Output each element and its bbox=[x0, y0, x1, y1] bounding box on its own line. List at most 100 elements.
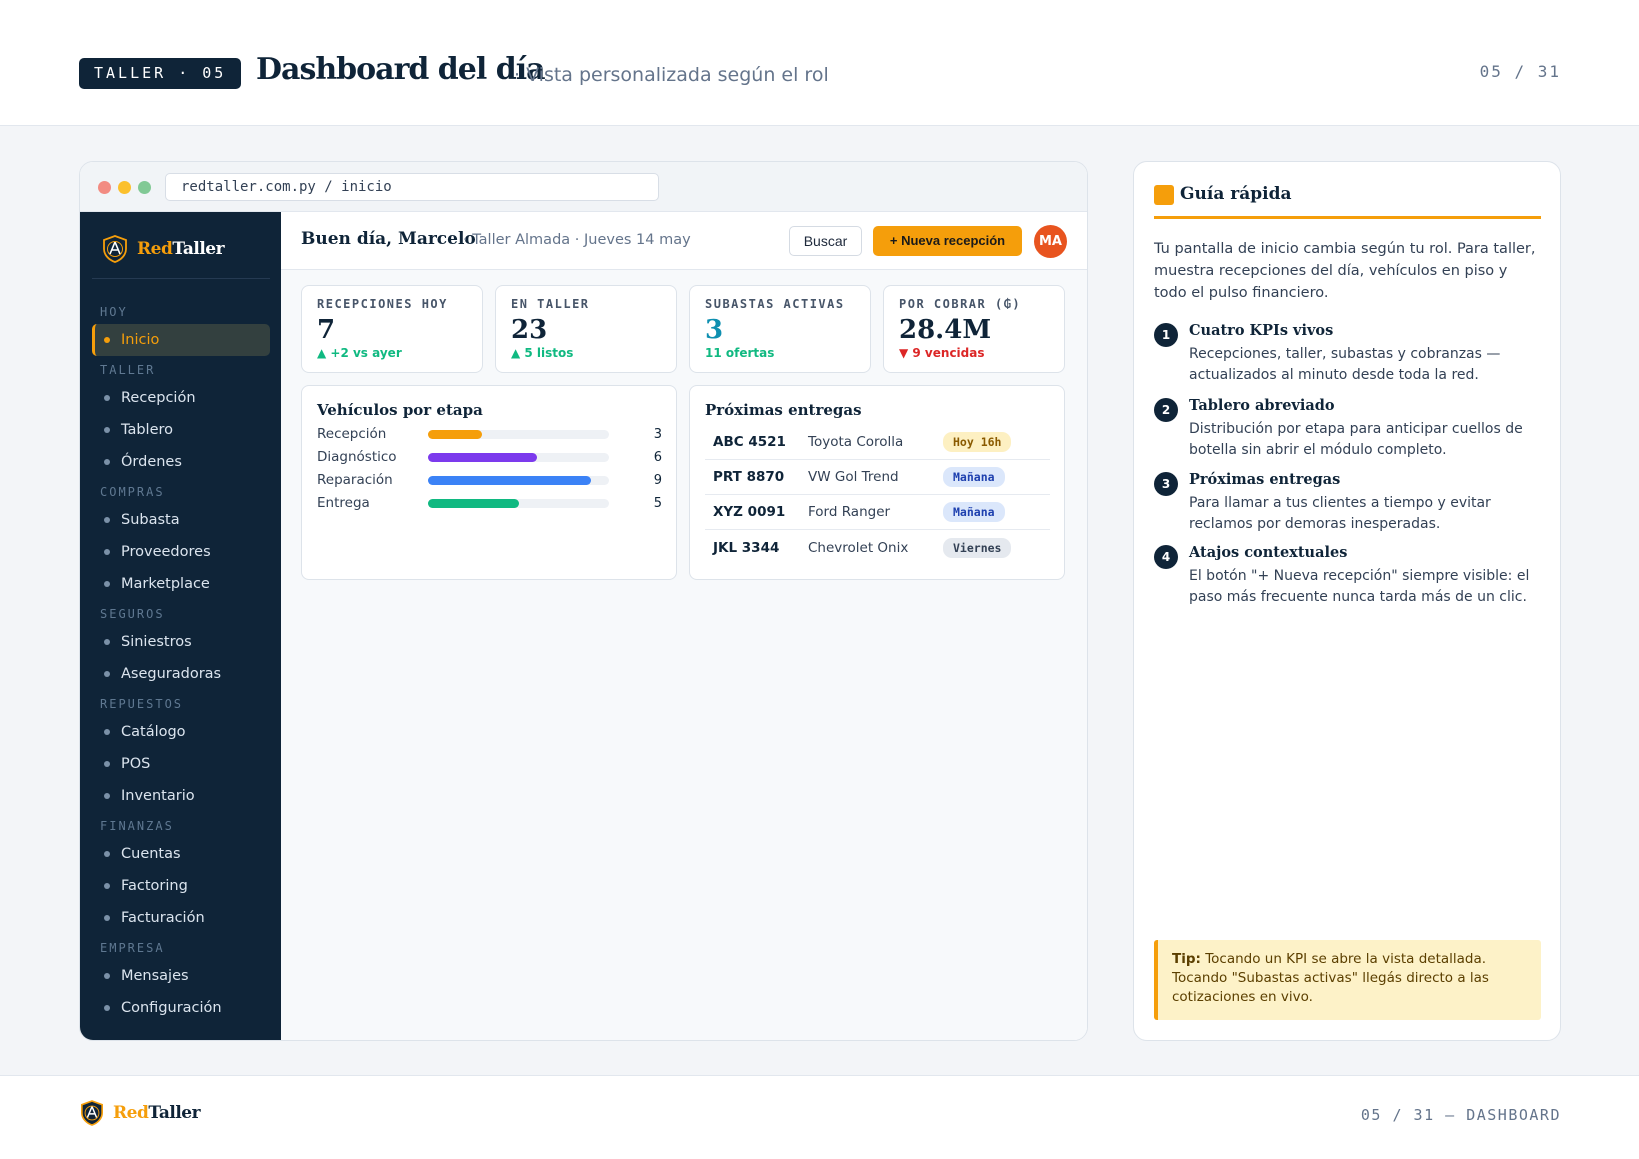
kpi-label: EN TALLER bbox=[511, 297, 590, 311]
close-window-dot-icon[interactable] bbox=[98, 181, 111, 194]
stage-count: 6 bbox=[653, 449, 662, 465]
stages-panel: Vehículos por etapa Recepción 3 Diagnóstic… bbox=[301, 385, 677, 580]
sidebar-item[interactable]: Catálogo bbox=[92, 716, 270, 748]
footer-brand-name: RedTaller bbox=[113, 1103, 201, 1123]
delivery-row[interactable]: PRT 8870 VW Gol Trend Mañana bbox=[705, 460, 1050, 495]
stage-bar bbox=[428, 475, 591, 485]
page-counter: 05 / 31 bbox=[1479, 62, 1561, 81]
nav-group-label: SEGUROS bbox=[100, 607, 165, 621]
sidebar-item-label: Siniestros bbox=[121, 634, 192, 650]
sidebar-nav: HOY Inicio TALLER Recepción Tablero Órdenes CO… bbox=[92, 298, 270, 1024]
kpi-card[interactable]: RECEPCIONES HOY 7 ▲ +2 vs ayer bbox=[301, 285, 483, 373]
nav-group-label: COMPRAS bbox=[100, 485, 165, 499]
step-body: Para llamar a tus clientes a tiempo y ev… bbox=[1189, 495, 1491, 532]
user-avatar[interactable]: MA bbox=[1034, 225, 1067, 258]
nav-group-label: EMPRESA bbox=[100, 941, 165, 955]
vehicle-model: Ford Ranger bbox=[808, 504, 891, 520]
kpi-card[interactable]: EN TALLER 23 ▲ 5 listos bbox=[495, 285, 677, 373]
stage-label: Recepción bbox=[317, 426, 387, 442]
guide-header: Guía rápida bbox=[1154, 182, 1541, 219]
delivery-row[interactable]: XYZ 0091 Ford Ranger Mañana bbox=[705, 495, 1050, 530]
sidebar-item[interactable]: Marketplace bbox=[92, 568, 270, 600]
delivery-row[interactable]: ABC 4521 Toyota Corolla Hoy 16h bbox=[705, 425, 1050, 460]
sidebar-item-label: Inventario bbox=[121, 788, 195, 804]
maximize-window-dot-icon[interactable] bbox=[138, 181, 151, 194]
sidebar-item-label: Tablero bbox=[121, 422, 174, 438]
delivery-time-badge: Mañana bbox=[943, 502, 1005, 522]
tip-label: Tip: bbox=[1172, 951, 1201, 967]
sidebar-item-label: Proveedores bbox=[121, 544, 211, 560]
stage-bar bbox=[428, 452, 537, 462]
kpi-value: 23 bbox=[511, 315, 548, 345]
delivery-row[interactable]: JKL 3344 Chevrolet Onix Viernes bbox=[705, 530, 1050, 565]
delivery-time-badge: Mañana bbox=[943, 467, 1005, 487]
sidebar-item[interactable]: Subasta bbox=[92, 504, 270, 536]
sidebar-item[interactable]: Siniestros bbox=[92, 626, 270, 658]
sidebar-item[interactable]: POS bbox=[92, 748, 270, 780]
sidebar-item[interactable]: Cuentas bbox=[92, 838, 270, 870]
step-body: Distribución por etapa para anticipar cu… bbox=[1189, 421, 1523, 458]
kpi-card[interactable]: SUBASTAS ACTIVAS 3 11 ofertas bbox=[689, 285, 871, 373]
app-logo[interactable]: RedTaller bbox=[102, 234, 225, 264]
kpi-row: RECEPCIONES HOY 7 ▲ +2 vs ayer EN TALLER 23 ▲… bbox=[301, 285, 1065, 373]
divider bbox=[92, 278, 270, 279]
stage-bar-track bbox=[428, 498, 609, 508]
guide-title: Guía rápida bbox=[1180, 184, 1292, 204]
stage-bar-track bbox=[428, 475, 609, 485]
stage-count: 9 bbox=[653, 472, 662, 488]
bullet-dot-icon bbox=[104, 581, 110, 587]
stage-label: Diagnóstico bbox=[317, 449, 397, 465]
sidebar-item-label: Cuentas bbox=[121, 846, 181, 862]
search-button[interactable]: Buscar bbox=[789, 226, 862, 256]
minimize-window-dot-icon[interactable] bbox=[118, 181, 131, 194]
stage-bar bbox=[428, 498, 519, 508]
sidebar-item[interactable]: Aseguradoras bbox=[92, 658, 270, 690]
greeting: Buen día, Marcelo bbox=[301, 229, 476, 249]
bullet-dot-icon bbox=[104, 915, 110, 921]
step-number-badge: 4 bbox=[1154, 545, 1178, 569]
sidebar-item-label: POS bbox=[121, 756, 151, 772]
sidebar-item[interactable]: Inicio bbox=[92, 324, 270, 356]
browser-window: redtaller.com.py / inicio RedTaller HOY I… bbox=[79, 161, 1088, 1041]
step-title: Próximas entregas bbox=[1189, 471, 1341, 488]
sidebar-item[interactable]: Mensajes bbox=[92, 960, 270, 992]
sidebar-item[interactable]: Facturación bbox=[92, 902, 270, 934]
vehicle-model: Chevrolet Onix bbox=[808, 539, 909, 556]
sidebar-item[interactable]: Recepción bbox=[92, 382, 270, 414]
kpi-card[interactable]: POR COBRAR (₲) 28.4M ▼ 9 vencidas bbox=[883, 285, 1065, 373]
license-plate: PRT 8870 bbox=[713, 469, 785, 485]
sidebar-item[interactable]: Configuración bbox=[92, 992, 270, 1024]
step-title: Tablero abreviado bbox=[1189, 397, 1335, 414]
kpi-delta: 11 ofertas bbox=[705, 346, 775, 360]
stage-count: 5 bbox=[653, 495, 662, 511]
stage-row: Entrega 5 bbox=[317, 492, 662, 514]
quick-guide-card: Guía rápida Tu pantalla de inicio cambia… bbox=[1133, 161, 1561, 1041]
stage-label: Entrega bbox=[317, 495, 370, 511]
new-reception-button[interactable]: + Nueva recepción bbox=[873, 226, 1022, 256]
deliveries-panel: Próximas entregas ABC 4521 Toyota Corolla… bbox=[689, 385, 1065, 580]
kpi-delta: ▲ 5 listos bbox=[511, 346, 574, 360]
address-bar[interactable]: redtaller.com.py / inicio bbox=[165, 173, 659, 201]
page-subtitle: · Vista personalizada según el rol bbox=[514, 64, 829, 86]
step-number-badge: 2 bbox=[1154, 398, 1178, 422]
delivery-time-badge: Hoy 16h bbox=[943, 432, 1012, 452]
guide-square-icon bbox=[1154, 185, 1174, 205]
sidebar-item[interactable]: Factoring bbox=[92, 870, 270, 902]
app-topbar: Buen día, Marcelo · Taller Almada · Juev… bbox=[281, 212, 1087, 270]
step-title: Cuatro KPIs vivos bbox=[1189, 322, 1334, 339]
sidebar-item[interactable]: Inventario bbox=[92, 780, 270, 812]
shield-logo-icon bbox=[103, 235, 127, 263]
shield-logo-icon bbox=[81, 1100, 103, 1126]
kpi-label: SUBASTAS ACTIVAS bbox=[705, 297, 845, 311]
nav-group-label: REPUESTOS bbox=[100, 697, 184, 711]
sidebar-item-label: Aseguradoras bbox=[121, 666, 222, 682]
guide-intro: Tu pantalla de inicio cambia según tu ro… bbox=[1154, 241, 1536, 301]
stage-bar bbox=[428, 429, 483, 439]
sidebar-item[interactable]: Proveedores bbox=[92, 536, 270, 568]
sidebar-item[interactable]: Órdenes bbox=[92, 446, 270, 478]
sidebar-item[interactable]: Tablero bbox=[92, 414, 270, 446]
sidebar-item-label: Órdenes bbox=[121, 454, 182, 470]
license-plate: XYZ 0091 bbox=[713, 504, 786, 520]
stage-bar-track bbox=[428, 452, 609, 462]
sidebar-item-label: Facturación bbox=[121, 910, 205, 926]
